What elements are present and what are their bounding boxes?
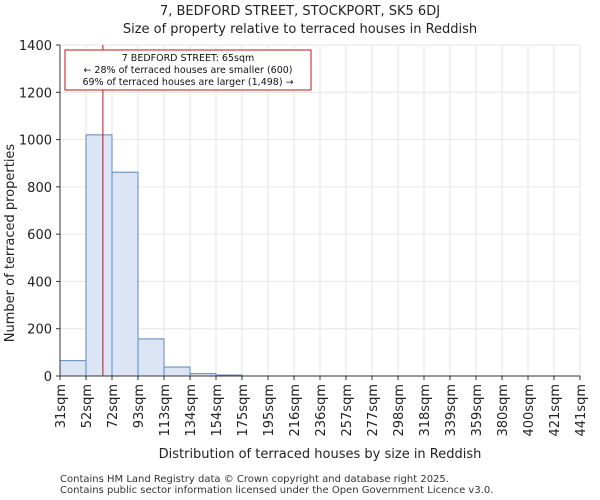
y-tick-label: 1000 bbox=[19, 134, 52, 149]
y-axis-label: Number of terraced properties bbox=[3, 144, 18, 343]
x-tick-label: 421sqm bbox=[548, 384, 563, 437]
y-tick-label: 200 bbox=[27, 323, 52, 338]
annotation-line: 69% of terraced houses are larger (1,498… bbox=[82, 77, 293, 88]
x-tick-label: 277sqm bbox=[366, 384, 381, 437]
y-tick-label: 1200 bbox=[19, 86, 52, 101]
x-tick-label: 31sqm bbox=[54, 384, 69, 428]
histogram-bar bbox=[163, 366, 191, 377]
x-tick-label: 154sqm bbox=[210, 384, 225, 437]
x-tick-label: 339sqm bbox=[444, 384, 459, 437]
x-tick-label: 236sqm bbox=[314, 384, 329, 437]
annotation-line: 7 BEDFORD STREET: 65sqm bbox=[122, 53, 255, 64]
x-tick-label: 52sqm bbox=[80, 384, 95, 428]
x-tick-label: 175sqm bbox=[236, 384, 251, 437]
x-tick-label: 72sqm bbox=[106, 384, 121, 428]
x-tick-label: 441sqm bbox=[574, 384, 589, 437]
x-tick-label: 359sqm bbox=[470, 384, 485, 437]
x-tick-label: 93sqm bbox=[132, 384, 147, 428]
x-tick-label: 195sqm bbox=[262, 384, 277, 437]
y-tick-label: 400 bbox=[27, 275, 52, 290]
histogram-bar bbox=[85, 134, 113, 377]
x-tick-label: 257sqm bbox=[340, 384, 355, 437]
histogram-bar bbox=[59, 360, 87, 377]
footer-line-2: Contains public sector information licen… bbox=[60, 485, 494, 496]
y-tick-label: 600 bbox=[27, 228, 52, 243]
x-tick-label: 134sqm bbox=[184, 384, 199, 437]
x-tick-label: 318sqm bbox=[418, 384, 433, 437]
annotation-box bbox=[64, 49, 312, 91]
x-tick-label: 400sqm bbox=[522, 384, 537, 437]
x-tick-label: 113sqm bbox=[158, 384, 173, 437]
chart-subtitle: Size of property relative to terraced ho… bbox=[122, 22, 478, 37]
histogram-bar bbox=[111, 171, 139, 377]
footer-line-1: Contains HM Land Registry data © Crown c… bbox=[60, 474, 449, 485]
chart-title: 7, BEDFORD STREET, STOCKPORT, SK5 6DJ bbox=[159, 4, 441, 19]
x-tick-label: 298sqm bbox=[392, 384, 407, 437]
histogram-bar bbox=[137, 338, 165, 377]
y-tick-label: 800 bbox=[27, 181, 52, 196]
annotation-line: ← 28% of terraced houses are smaller (60… bbox=[83, 65, 292, 76]
y-tick-label: 0 bbox=[44, 370, 52, 385]
y-tick-label: 1400 bbox=[19, 39, 52, 54]
x-tick-label: 380sqm bbox=[496, 384, 511, 437]
x-axis-label: Distribution of terraced houses by size … bbox=[159, 447, 482, 462]
x-tick-label: 216sqm bbox=[288, 384, 303, 437]
